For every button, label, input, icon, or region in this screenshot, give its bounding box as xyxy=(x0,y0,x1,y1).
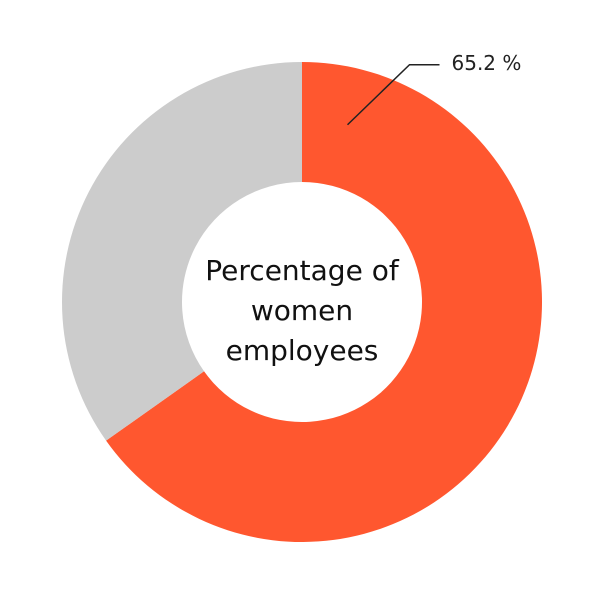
donut-slice xyxy=(106,62,543,542)
center-label: employees xyxy=(226,334,379,367)
center-label: women xyxy=(251,294,353,327)
donut-slice xyxy=(61,62,302,441)
leader-line xyxy=(346,63,440,126)
value-label: 65.2 % xyxy=(452,51,522,75)
center-label: Percentage of xyxy=(205,254,400,287)
